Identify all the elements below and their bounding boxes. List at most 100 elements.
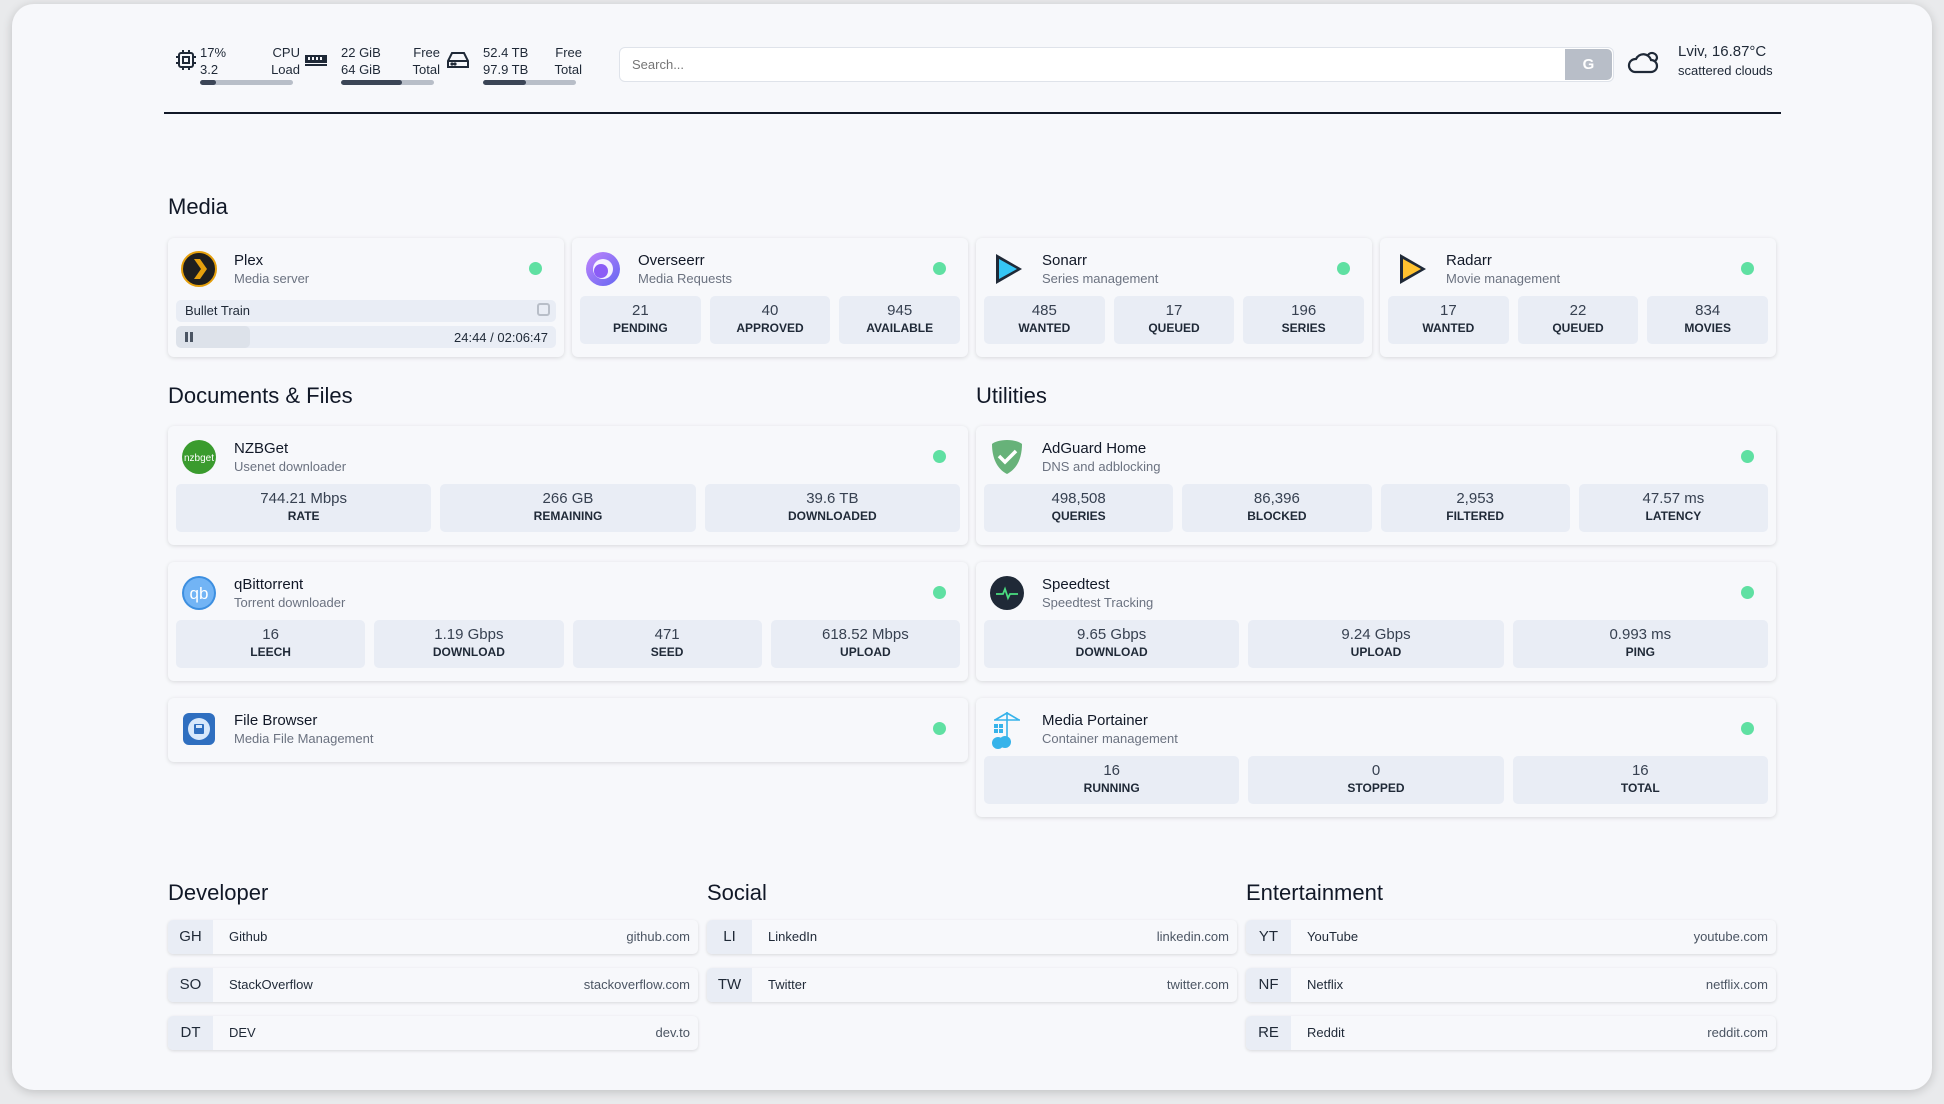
- service-title[interactable]: qBittorrent: [234, 576, 304, 593]
- stat-label: FILTERED: [1446, 509, 1505, 523]
- memory-total-value: 64 GiB: [341, 62, 381, 77]
- stat-label: SEED: [650, 645, 684, 659]
- bookmark-reddit[interactable]: RE Reddit reddit.com: [1246, 1016, 1776, 1050]
- stat-block: 2,953 FILTERED: [1380, 484, 1570, 532]
- disk-total-value: 97.9 TB: [483, 62, 529, 77]
- stat-block: 0 STOPPED: [1248, 756, 1504, 804]
- service-card-radarr[interactable]: Radarr Movie management 17 WANTED 22 QUEUED…: [1380, 238, 1776, 357]
- cpu-usage-bar: [200, 80, 293, 85]
- section-title-entertainment: Entertainment: [1246, 880, 1383, 905]
- bookmark-abbr: GH: [168, 920, 213, 954]
- cloud-sun-icon: [1627, 47, 1661, 80]
- memory-free-label: Free: [413, 45, 440, 60]
- stat-value: 266 GB: [542, 490, 594, 507]
- stat-label: BLOCKED: [1247, 509, 1307, 523]
- stat-value: 834: [1695, 302, 1721, 319]
- bookmark-abbr: DT: [168, 1016, 213, 1050]
- adguard-shield-icon: [988, 438, 1026, 476]
- service-card-sonarr[interactable]: Sonarr Series management 485 WANTED 17 QUEU…: [976, 238, 1372, 357]
- bookmark-url: youtube.com: [1693, 929, 1768, 944]
- stat-value: 17: [1165, 302, 1183, 319]
- bookmark-name: Twitter: [768, 977, 807, 992]
- stat-label: QUEUED: [1148, 321, 1200, 335]
- stat-block: 47.57 ms LATENCY: [1578, 484, 1768, 532]
- stat-label: UPLOAD: [1350, 645, 1402, 659]
- bookmark-stackoverflow[interactable]: SO StackOverflow stackoverflow.com: [168, 968, 698, 1002]
- stat-value: 945: [887, 302, 913, 319]
- stat-label: DOWNLOAD: [432, 645, 505, 659]
- playback-position: 24:44: [454, 330, 487, 345]
- status-indicator: [933, 450, 946, 463]
- bookmark-url: reddit.com: [1707, 1025, 1768, 1040]
- service-title[interactable]: Media Portainer: [1042, 712, 1148, 729]
- bookmark-url: dev.to: [655, 1025, 690, 1040]
- stat-value: 1.19 Gbps: [434, 626, 504, 643]
- stats-row: 9.65 Gbps DOWNLOAD 9.24 Gbps UPLOAD 0.993 ms…: [984, 620, 1768, 668]
- playback-duration: 02:06:47: [497, 330, 548, 345]
- bookmark-abbr: RE: [1246, 1016, 1291, 1050]
- service-card-adguard[interactable]: AdGuard Home DNS and adblocking 498,508 Q…: [976, 426, 1776, 545]
- bookmark-url: stackoverflow.com: [583, 977, 690, 992]
- service-card-qbittorrent[interactable]: qb qBittorrent Torrent downloader 16 LEEC…: [168, 562, 968, 681]
- service-title[interactable]: Radarr: [1446, 252, 1492, 269]
- stat-label: REMAINING: [533, 509, 603, 523]
- bookmark-dev[interactable]: DT DEV dev.to: [168, 1016, 698, 1050]
- bookmark-youtube[interactable]: YT YouTube youtube.com: [1246, 920, 1776, 954]
- service-card-nzbget[interactable]: nzbget NZBGet Usenet downloader 744.21 M…: [168, 426, 968, 545]
- disk-usage-bar: [483, 80, 576, 85]
- stat-value: 618.52 Mbps: [822, 626, 909, 643]
- service-title[interactable]: NZBGet: [234, 440, 289, 457]
- stat-block: 9.24 Gbps UPLOAD: [1248, 620, 1504, 668]
- service-subtitle: Media server: [234, 271, 310, 286]
- status-indicator: [1741, 586, 1754, 599]
- bookmark-twitter[interactable]: TW Twitter twitter.com: [707, 968, 1237, 1002]
- service-subtitle: Movie management: [1446, 271, 1561, 286]
- stat-value: 196: [1291, 302, 1317, 319]
- cpu-value: 17%: [200, 45, 227, 60]
- service-card-portainer[interactable]: Media Portainer Container management 16 R…: [976, 698, 1776, 817]
- bookmark-linkedin[interactable]: LI LinkedIn linkedin.com: [707, 920, 1237, 954]
- bookmark-abbr: YT: [1246, 920, 1291, 954]
- service-card-plex[interactable]: Plex Media server Bullet Train 24:44 / 0…: [168, 238, 564, 357]
- stat-value: 0: [1371, 762, 1381, 779]
- stat-block: 485 WANTED: [984, 296, 1105, 344]
- disk-free-value: 52.4 TB: [483, 45, 529, 60]
- service-title[interactable]: AdGuard Home: [1042, 440, 1147, 457]
- stat-label: QUERIES: [1051, 509, 1106, 523]
- bookmark-name: Netflix: [1307, 977, 1344, 992]
- cpu-label: CPU: [272, 45, 300, 60]
- playback-progress[interactable]: 24:44 / 02:06:47: [176, 326, 556, 348]
- speedtest-icon: [988, 574, 1026, 612]
- stat-value: 17: [1439, 302, 1457, 319]
- search-button[interactable]: G: [1565, 49, 1612, 80]
- stat-block: 618.52 Mbps UPLOAD: [770, 620, 960, 668]
- stat-value: 0.993 ms: [1609, 626, 1672, 643]
- service-title[interactable]: Speedtest: [1042, 576, 1110, 593]
- bookmark-name: StackOverflow: [229, 977, 313, 992]
- service-subtitle: Media File Management: [234, 731, 374, 746]
- stat-label: APPROVED: [736, 321, 804, 335]
- stats-row: 21 PENDING 40 APPROVED 945 AVAILABLE: [580, 296, 961, 344]
- weather-location-temp: Lviv, 16.87°C: [1678, 43, 1767, 60]
- svg-text:qb: qb: [190, 584, 209, 603]
- stat-block: 39.6 TB DOWNLOADED: [704, 484, 960, 532]
- bookmark-name: Github: [229, 929, 268, 944]
- stat-block: 744.21 Mbps RATE: [176, 484, 432, 532]
- bookmark-github[interactable]: GH Github github.com: [168, 920, 698, 954]
- service-title[interactable]: Plex: [234, 252, 264, 269]
- search-input[interactable]: [619, 47, 1614, 82]
- stat-label: WANTED: [1018, 321, 1071, 335]
- pause-icon[interactable]: [185, 332, 188, 342]
- playback-time: 24:44 / 02:06:47: [454, 330, 548, 345]
- service-title[interactable]: File Browser: [234, 712, 318, 729]
- service-card-overseerr[interactable]: Overseerr Media Requests 21 PENDING 40 APPR…: [572, 238, 968, 357]
- bookmark-netflix[interactable]: NF Netflix netflix.com: [1246, 968, 1776, 1002]
- stat-value: 485: [1031, 302, 1057, 319]
- service-title[interactable]: Overseerr: [638, 252, 705, 269]
- service-title[interactable]: Sonarr: [1042, 252, 1088, 269]
- bookmark-abbr: SO: [168, 968, 213, 1002]
- stat-value: 16: [1103, 762, 1120, 779]
- service-card-speedtest[interactable]: Speedtest Speedtest Tracking 9.65 Gbps DO…: [976, 562, 1776, 681]
- service-card-filebrowser[interactable]: File Browser Media File Management: [168, 698, 968, 762]
- stat-block: 9.65 Gbps DOWNLOAD: [984, 620, 1240, 668]
